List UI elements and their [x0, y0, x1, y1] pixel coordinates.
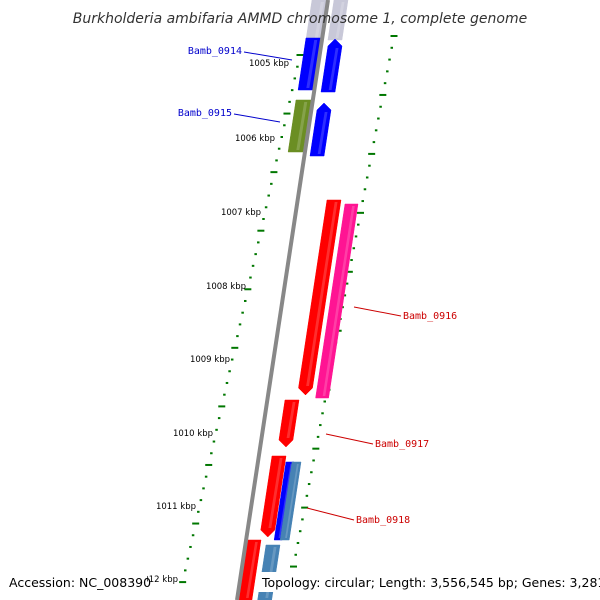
kbp-scale: 1005 kbp 1006 kbp 1007 kbp 1008 kbp 1009 kbp…: [138, 59, 289, 585]
gene-label: Bamb_0915: [178, 108, 232, 119]
kbp-label: 1007 kbp: [221, 208, 261, 218]
gene-label: Bamb_0918: [356, 515, 410, 526]
feature-bamb-0918-red-shade: [268, 458, 283, 528]
feature-bamb-0915-blue: [309, 102, 332, 157]
leader-line: [353, 306, 402, 317]
topology-bg: [258, 572, 596, 592]
feature-bamb-0917: [278, 399, 300, 448]
feature-bamb-0918-red: [260, 455, 287, 538]
kbp-label: 1011 kbp: [156, 502, 196, 512]
feature-bamb-0915-olive-shade: [296, 102, 308, 150]
gc-ticks-inner: [179, 54, 304, 584]
kbp-label: 1012 kbp: [138, 575, 178, 585]
kbp-label: 1006 kbp: [235, 134, 275, 144]
leader-line: [243, 51, 293, 61]
kbp-label: 1008 kbp: [206, 282, 246, 292]
feature-grey-shade: [314, 2, 324, 38]
feature-bamb-0915-blue-shade: [317, 112, 328, 154]
leader-line: [233, 113, 281, 123]
feature-bamb-0914-a-shade: [306, 40, 318, 88]
feature-grey: [327, 0, 349, 41]
feature-bamb-0917-shade: [286, 402, 296, 438]
feature-bamb-0918-steel-shade: [285, 464, 299, 538]
gene-labels: Bamb_0914 Bamb_0915 Bamb_0916 Bamb_0917 Bamb…: [178, 46, 457, 526]
accession-bg: [5, 572, 147, 592]
map-title: Burkholderia ambifaria AMMD chromosome 1…: [73, 11, 527, 27]
label-leaders: [233, 51, 402, 521]
leader-line: [325, 433, 374, 445]
feature-track: [238, 0, 359, 600]
feature-bamb-0914-b-shade: [328, 48, 339, 90]
topology-text: Topology: circular; Length: 3,556,545 bp…: [261, 575, 600, 590]
feature-bottom-red-shade: [246, 542, 258, 598]
kbp-label: 1010 kbp: [173, 429, 213, 439]
feature-bamb-0918-steel: [279, 461, 302, 541]
kbp-label: 1009 kbp: [190, 355, 230, 365]
feature-bamb-0916-red: [298, 199, 342, 396]
feature-grey-shade: [335, 2, 345, 38]
accession-text: Accession: NC_008390: [9, 575, 151, 590]
gene-label: Bamb_0916: [403, 311, 457, 322]
gene-label: Bamb_0917: [375, 439, 429, 450]
feature-bamb-0914-b: [320, 38, 343, 93]
leader-line: [306, 507, 355, 521]
kbp-label: 1005 kbp: [249, 59, 289, 69]
backbone-line: [235, 0, 330, 600]
feature-bamb-0916-red-shade: [306, 202, 338, 386]
feature-bamb-0916-pink-shade: [322, 206, 355, 396]
feature-bamb-0916-pink: [315, 203, 359, 399]
gene-label: Bamb_0914: [188, 46, 242, 57]
